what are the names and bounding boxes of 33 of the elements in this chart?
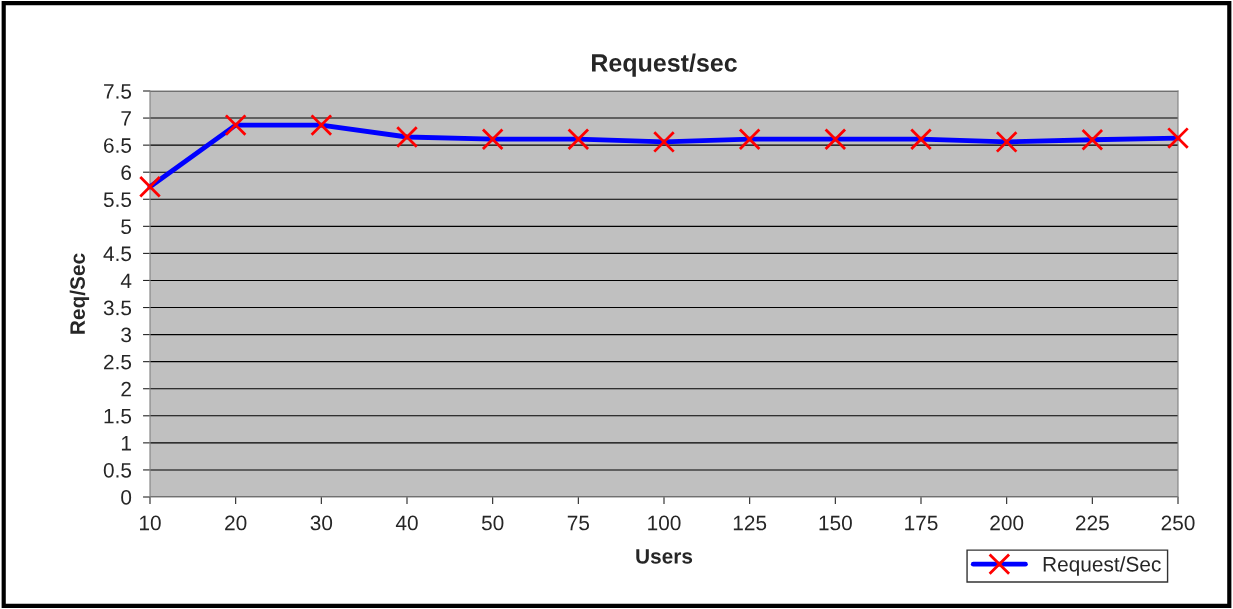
y-tick-label: 6.5 — [104, 138, 132, 153]
y-tick-label: 5.5 — [103, 192, 132, 208]
y-tick-label: 3 — [121, 327, 132, 343]
y-tick-label: 4 — [120, 273, 132, 289]
y-tick-label: 0.5 — [103, 462, 132, 478]
y-tick-label: 0 — [121, 490, 132, 505]
chart-title: Request/sec — [592, 53, 737, 77]
x-tick-label: 20 — [225, 515, 247, 531]
x-tick-label: 150 — [819, 515, 852, 531]
x-axis-title: Users — [636, 549, 693, 564]
y-tick-label: 4.5 — [103, 246, 132, 262]
x-tick-label: 250 — [1161, 515, 1195, 531]
x-tick-label: 75 — [567, 515, 590, 531]
y-tick-label: 7 — [121, 111, 131, 126]
x-tick-label: 50 — [481, 515, 504, 531]
y-tick-label: 3.5 — [103, 300, 132, 316]
y-tick-label: 7.5 — [104, 84, 132, 99]
y-tick-label: 5 — [121, 219, 132, 235]
x-tick-label: 40 — [395, 515, 418, 531]
y-tick-label: 1.5 — [104, 409, 132, 424]
x-tick-label: 175 — [905, 515, 938, 531]
x-tick-label: 125 — [733, 515, 767, 531]
y-tick-label: 2 — [121, 381, 131, 397]
y-axis-title: Req/Sec — [69, 253, 90, 334]
y-tick-label: 6 — [121, 165, 132, 180]
x-tick-label: 225 — [1076, 515, 1109, 531]
x-tick-label: 100 — [648, 515, 681, 531]
legend-label: Request/Sec — [1043, 556, 1161, 576]
x-tick-label: 200 — [990, 515, 1024, 531]
x-tick-label: 10 — [140, 515, 161, 531]
x-tick-label: 30 — [310, 515, 333, 531]
y-tick-label: 2.5 — [104, 354, 132, 370]
y-tick-label: 1 — [121, 436, 131, 451]
